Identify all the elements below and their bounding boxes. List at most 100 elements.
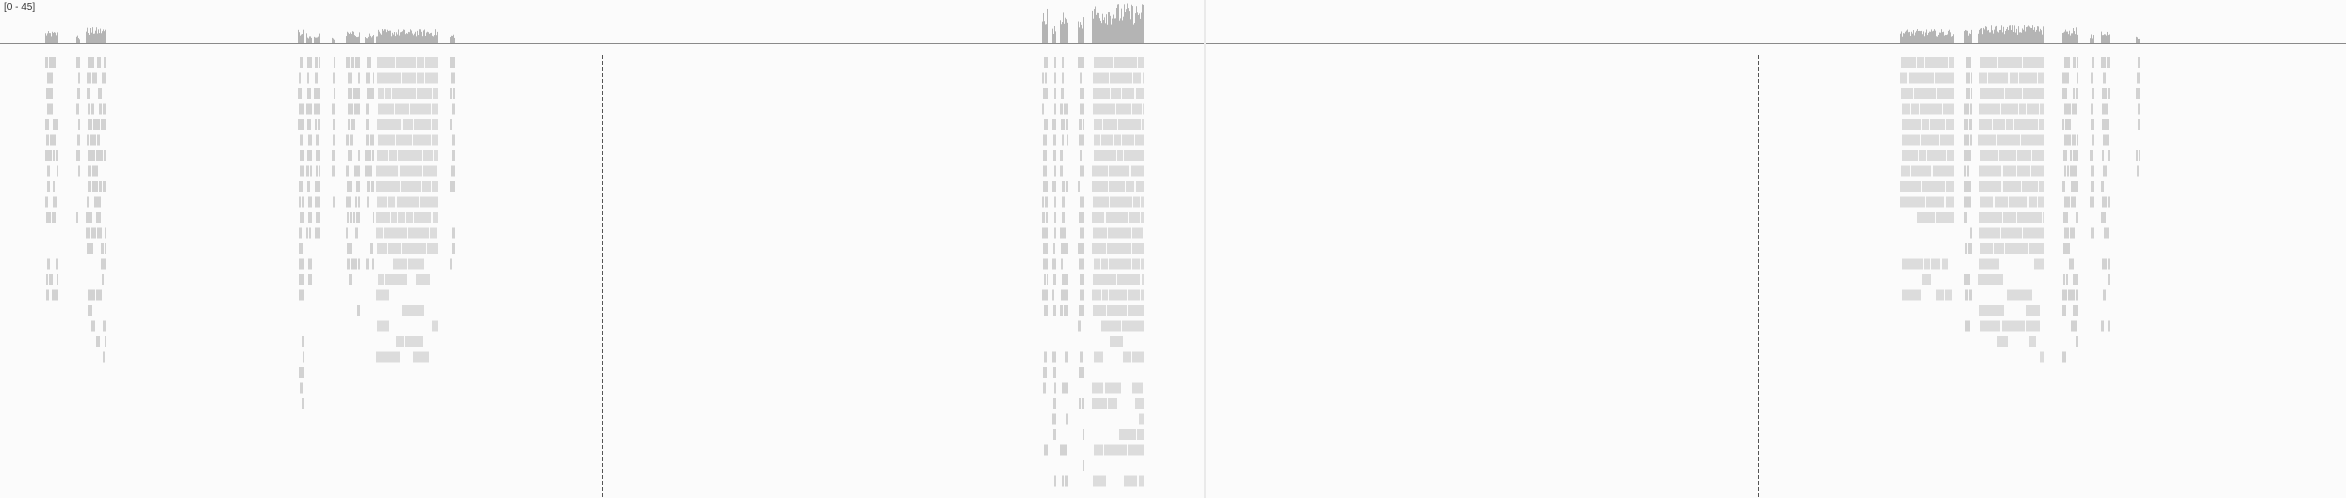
coverage-bar [450, 37, 451, 43]
center-position-line [602, 163, 603, 167]
aligned-read [1142, 274, 1144, 285]
aligned-read [1936, 212, 1954, 223]
aligned-read [355, 57, 360, 68]
aligned-read [1143, 72, 1144, 84]
aligned-read [1128, 305, 1144, 316]
center-position-line [1758, 421, 1759, 425]
aligned-read [92, 181, 98, 192]
aligned-read [451, 72, 455, 84]
aligned-read [392, 88, 416, 99]
coverage-bar [2105, 34, 2106, 43]
aligned-read [1942, 258, 1948, 270]
alignment-panel-left[interactable]: [0 - 45] [0, 0, 1204, 498]
aligned-read [1901, 88, 1913, 99]
aligned-read [2102, 103, 2108, 115]
coverage-bar [2034, 27, 2035, 43]
aligned-read [1964, 119, 1968, 130]
coverage-bar [1053, 33, 1054, 43]
aligned-read [1911, 165, 1931, 177]
coverage-bar [1964, 31, 1965, 43]
coverage-bar [355, 36, 356, 43]
coverage-bar [1981, 28, 1982, 43]
coverage-bar [424, 29, 425, 43]
aligned-read [425, 57, 438, 68]
coverage-bar [1079, 27, 1080, 43]
aligned-read [315, 227, 320, 239]
aligned-read [306, 165, 309, 177]
aligned-read [349, 274, 352, 285]
coverage-bar [1078, 21, 1079, 43]
aligned-read [299, 196, 301, 208]
coverage-bar [1953, 34, 1954, 43]
coverage-bar [1054, 26, 1055, 43]
coverage-bar [2102, 35, 2103, 43]
aligned-read [356, 181, 360, 192]
aligned-read [298, 88, 302, 99]
aligned-read [1046, 212, 1048, 223]
aligned-read [1094, 57, 1113, 68]
coverage-bar [387, 29, 388, 43]
aligned-read [2003, 212, 2016, 223]
aligned-read [405, 336, 423, 347]
panel-divider[interactable] [1204, 0, 1206, 498]
aligned-read [377, 196, 387, 208]
aligned-read [408, 258, 424, 270]
aligned-read [1080, 72, 1082, 84]
aligned-read [99, 103, 102, 115]
coverage-bar [92, 27, 93, 43]
aligned-read [315, 196, 320, 208]
aligned-read [1083, 460, 1084, 471]
center-position-line [602, 451, 603, 455]
aligned-read [1900, 196, 1925, 208]
aligned-read [1054, 103, 1056, 115]
center-position-line [602, 241, 603, 245]
aligned-read [1093, 72, 1109, 84]
aligned-read [300, 165, 304, 177]
aligned-read [370, 243, 373, 254]
alignment-panel-right[interactable] [1206, 0, 2346, 498]
aligned-read [350, 134, 353, 146]
aligned-read [422, 181, 431, 192]
aligned-read [88, 181, 91, 192]
aligned-read [308, 212, 312, 223]
aligned-read [1109, 289, 1127, 301]
aligned-read [77, 134, 80, 146]
aligned-read [2070, 165, 2077, 177]
aligned-read [2062, 88, 2067, 99]
aligned-read [1108, 227, 1131, 239]
coverage-bar [319, 33, 320, 43]
coverage-bar [1110, 15, 1111, 43]
coverage-bar [1119, 20, 1120, 43]
aligned-read [1082, 398, 1084, 409]
coverage-bar [1930, 31, 1931, 43]
center-position-line [602, 175, 603, 179]
center-position-line [1758, 427, 1759, 431]
aligned-read [1067, 134, 1068, 146]
aligned-read [2022, 181, 2038, 192]
aligned-read [402, 243, 426, 254]
aligned-read [1922, 181, 1945, 192]
aligned-read [101, 243, 104, 254]
aligned-read [1926, 196, 1944, 208]
coverage-bar [380, 33, 381, 43]
aligned-read [1109, 181, 1125, 192]
coverage-bar [2012, 25, 2013, 43]
aligned-read [1902, 103, 1910, 115]
aligned-read [2023, 227, 2044, 239]
coverage-bar [1061, 24, 1062, 43]
aligned-read [348, 72, 352, 84]
aligned-read [1118, 119, 1141, 130]
coverage-bar [306, 33, 307, 43]
aligned-read [378, 88, 384, 99]
coverage-bar [2008, 30, 2009, 43]
coverage-bar [1097, 12, 1098, 44]
reads-and-coverage-right [1758, 25, 2140, 497]
aligned-read [1094, 119, 1102, 130]
coverage-bar [2033, 29, 2034, 43]
center-position-line [602, 475, 603, 479]
aligned-read [2006, 119, 2013, 130]
coverage-bar [356, 37, 357, 43]
aligned-read [1966, 72, 1970, 84]
coverage-bar [1124, 4, 1125, 43]
center-position-line [602, 271, 603, 275]
